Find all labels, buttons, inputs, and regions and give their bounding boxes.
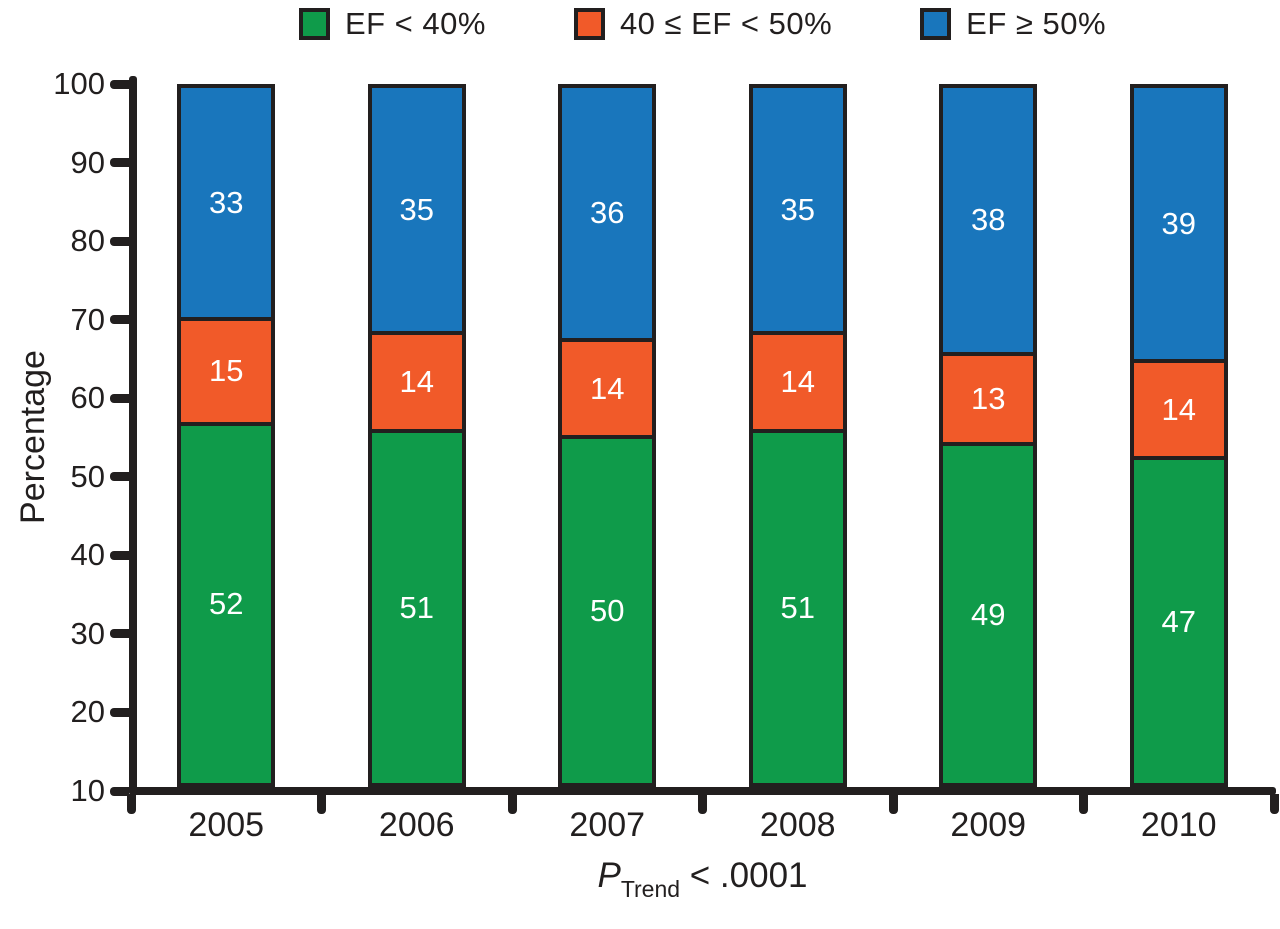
caption-subscript: Trend xyxy=(620,876,681,902)
x-tick-mark xyxy=(126,794,136,814)
y-tick-mark xyxy=(110,158,129,168)
caption-comparison: < .0001 xyxy=(680,856,808,895)
segment-2005: 15 xyxy=(181,317,272,422)
x-axis-line xyxy=(129,787,1276,795)
x-category-label: 2010 xyxy=(1140,806,1217,844)
y-axis-line xyxy=(129,76,137,795)
segment-value-label: 49 xyxy=(971,596,1006,632)
y-tick-mark xyxy=(110,786,129,796)
y-tick-label: 80 xyxy=(70,223,105,259)
y-tick-mark xyxy=(110,315,129,325)
legend-label-ef-ge-50: EF ≥ 50% xyxy=(966,6,1107,41)
segment-value-label: 14 xyxy=(590,370,625,406)
segment-value-label: 14 xyxy=(1161,391,1196,427)
y-tick-mark xyxy=(110,236,129,246)
segment-value-label: 51 xyxy=(399,589,434,625)
bar-2006: 35 14 51 xyxy=(367,84,466,787)
x-tick-mark xyxy=(1079,794,1088,814)
segment-value-label: 33 xyxy=(209,184,244,220)
y-tick-mark xyxy=(110,550,129,560)
segment-2008: 14 xyxy=(752,331,843,429)
legend-swatch-green-icon xyxy=(298,8,330,40)
x-category-label: 2009 xyxy=(950,806,1027,844)
x-tick-mark xyxy=(1269,794,1279,814)
x-tick-mark xyxy=(317,794,326,814)
x-category-label: 2008 xyxy=(759,806,836,844)
segment-value-label: 36 xyxy=(590,195,625,231)
segment-value-label: 35 xyxy=(399,191,434,227)
bar-2010: 39 14 47 xyxy=(1129,84,1228,787)
bar-2009: 38 13 49 xyxy=(939,84,1038,787)
segment-2007: 36 xyxy=(562,88,653,339)
bar-2008: 35 14 51 xyxy=(748,84,847,787)
segment-2010: 14 xyxy=(1133,359,1224,457)
segment-2006: 35 xyxy=(371,88,462,332)
segment-value-label: 14 xyxy=(399,363,434,399)
segment-value-label: 39 xyxy=(1161,205,1196,241)
y-tick-label: 60 xyxy=(70,380,105,416)
y-tick-mark xyxy=(110,707,129,717)
legend-swatch-orange-icon xyxy=(573,8,605,40)
legend-item-ef-40-50: 40 ≤ EF < 50% xyxy=(573,6,833,42)
y-tick-mark xyxy=(110,79,129,89)
segment-value-label: 51 xyxy=(780,589,815,625)
x-tick-mark xyxy=(698,794,707,814)
y-tick-label: 40 xyxy=(70,537,105,573)
caption-p-symbol: P xyxy=(597,856,621,895)
segment-value-label: 15 xyxy=(209,353,244,389)
segment-2006: 51 xyxy=(371,428,462,783)
segment-value-label: 35 xyxy=(780,191,815,227)
segment-2009: 38 xyxy=(943,88,1034,353)
chart-legend: EF < 40% 40 ≤ EF < 50% EF ≥ 50% xyxy=(129,0,1276,48)
y-tick-mark xyxy=(110,472,129,482)
segment-2008: 51 xyxy=(752,428,843,783)
legend-item-ef-lt-40: EF < 40% xyxy=(298,6,486,42)
segment-2010: 47 xyxy=(1133,456,1224,783)
segment-2006: 14 xyxy=(371,331,462,429)
legend-swatch-blue-icon xyxy=(920,8,952,40)
segment-2009: 49 xyxy=(943,442,1034,783)
segment-value-label: 13 xyxy=(971,381,1006,417)
legend-label-ef-lt-40: EF < 40% xyxy=(344,6,486,41)
segment-2005: 33 xyxy=(181,88,272,318)
segment-value-label: 14 xyxy=(780,363,815,399)
bar-2007: 36 14 50 xyxy=(558,84,657,787)
x-tick-mark xyxy=(507,794,517,814)
segment-2010: 39 xyxy=(1133,88,1224,360)
legend-item-ef-ge-50: EF ≥ 50% xyxy=(920,6,1106,42)
y-tick-label: 30 xyxy=(70,615,105,651)
y-tick-label: 100 xyxy=(53,66,105,101)
y-tick-label: 50 xyxy=(70,458,105,494)
segment-2008: 35 xyxy=(752,88,843,332)
y-tick-mark xyxy=(110,393,129,403)
x-tick-mark xyxy=(888,794,898,814)
bar-2005: 33 15 52 xyxy=(177,84,276,787)
segment-2007: 50 xyxy=(562,435,653,783)
segment-value-label: 47 xyxy=(1161,603,1196,639)
segment-2007: 14 xyxy=(562,338,653,436)
y-tick-label: 70 xyxy=(70,301,105,337)
segment-2009: 13 xyxy=(943,352,1034,443)
segment-2005: 52 xyxy=(181,421,272,783)
y-tick-label: 90 xyxy=(70,144,105,180)
segment-value-label: 50 xyxy=(590,593,625,629)
x-category-label: 2006 xyxy=(378,806,455,844)
p-trend-caption: PTrend < .0001 xyxy=(129,856,1276,920)
y-tick-mark xyxy=(110,629,129,639)
x-category-label: 2007 xyxy=(569,806,646,844)
x-category-label: 2005 xyxy=(188,806,265,844)
segment-value-label: 38 xyxy=(971,202,1006,238)
y-tick-label: 10 xyxy=(70,773,105,808)
legend-label-ef-40-50: 40 ≤ EF < 50% xyxy=(619,6,833,41)
segment-value-label: 52 xyxy=(209,586,244,622)
y-tick-label: 20 xyxy=(70,694,105,730)
